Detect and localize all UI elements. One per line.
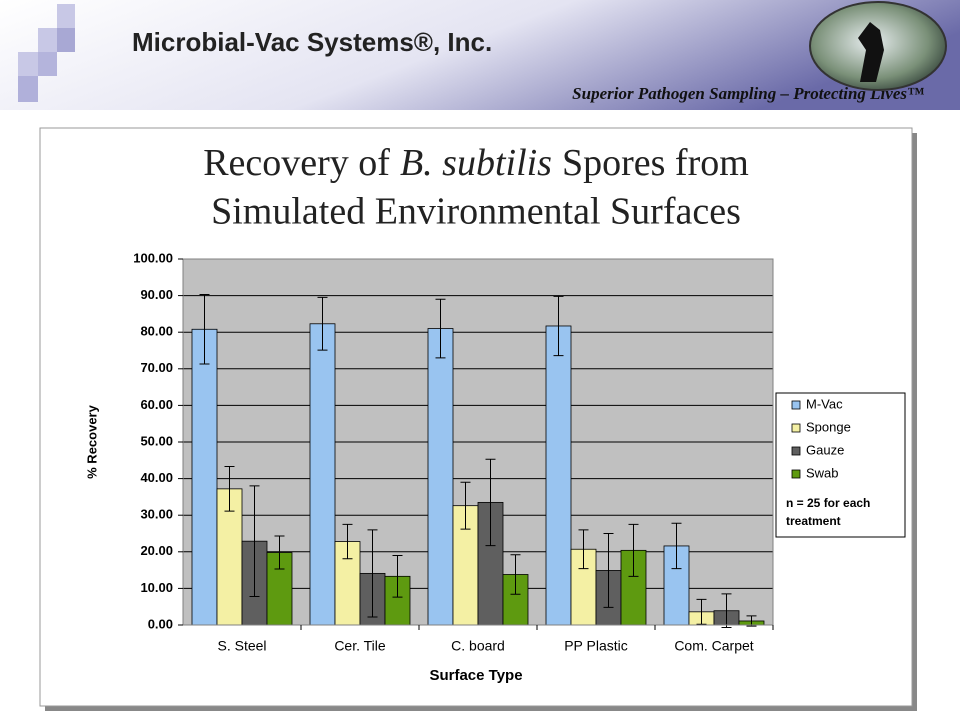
error-bar xyxy=(696,598,707,625)
y-tick-label: 20.00 xyxy=(140,543,173,558)
legend-swatch xyxy=(791,446,801,456)
x-tick-label: Cer. Tile xyxy=(334,638,386,654)
error-bar xyxy=(553,295,564,357)
legend-swatch xyxy=(791,469,801,479)
y-tick-label: 0.00 xyxy=(148,616,173,631)
bar xyxy=(309,323,336,626)
error-bar xyxy=(199,294,210,365)
error-bar xyxy=(628,523,639,577)
company-name: Microbial-Vac Systems®, Inc. xyxy=(132,27,492,57)
error-bar xyxy=(367,529,378,618)
logo-figure xyxy=(858,22,884,82)
legend-swatch xyxy=(791,423,801,433)
y-tick-label: 60.00 xyxy=(140,397,173,412)
y-tick-label: 70.00 xyxy=(140,360,173,375)
x-tick-label: PP Plastic xyxy=(564,638,628,654)
title-part: Spores from xyxy=(562,142,749,184)
error-bar xyxy=(671,522,682,570)
annotation: n = 25 for each xyxy=(786,496,870,510)
title-part: B. subtilis xyxy=(400,142,552,184)
error-bar xyxy=(578,529,589,570)
x-tick-label: Com. Carpet xyxy=(674,638,753,654)
legend-label: Sponge xyxy=(806,419,851,434)
y-tick-label: 30.00 xyxy=(140,507,173,522)
tagline: Superior Pathogen Sampling – Protecting … xyxy=(572,84,924,103)
header-band xyxy=(0,0,960,110)
error-bar xyxy=(603,533,614,608)
y-tick-label: 100.00 xyxy=(133,250,173,265)
error-bar xyxy=(510,554,521,595)
error-bar xyxy=(249,485,260,597)
y-tick-label: 50.00 xyxy=(140,433,173,448)
title: Recovery of B. subtilis Spores from Simula… xyxy=(203,142,749,233)
bar xyxy=(545,325,572,626)
error-bar xyxy=(224,466,235,512)
error-bar xyxy=(435,298,446,359)
x-axis-label: Surface Type xyxy=(429,667,522,684)
error-bar xyxy=(274,535,285,570)
error-bar xyxy=(721,593,732,629)
bar xyxy=(427,328,454,626)
legend-swatch xyxy=(791,400,801,410)
title-line1: Recovery of B. subtilis Spores from xyxy=(203,142,749,184)
x-tick-label: C. board xyxy=(451,638,505,654)
y-axis-label: % Recovery xyxy=(84,404,99,478)
error-bar xyxy=(485,458,496,547)
y-tick-label: 80.00 xyxy=(140,324,173,339)
annotation: treatment xyxy=(786,514,841,528)
legend-box xyxy=(775,392,906,538)
y-tick-label: 40.00 xyxy=(140,470,173,485)
error-bar xyxy=(317,296,328,351)
y-tick-label: 90.00 xyxy=(140,287,173,302)
error-bar xyxy=(746,615,757,627)
legend-label: M-Vac xyxy=(806,396,843,411)
pixel-decoration xyxy=(18,4,75,102)
error-bar xyxy=(392,554,403,598)
error-bar xyxy=(342,523,353,560)
bar xyxy=(191,328,218,626)
title-line2: Simulated Environmental Surfaces xyxy=(211,191,741,233)
error-bar xyxy=(460,481,471,530)
y-tick-label: 10.00 xyxy=(140,580,173,595)
x-tick-label: S. Steel xyxy=(217,638,266,654)
legend-label: Gauze xyxy=(806,442,844,457)
title-part: Recovery of xyxy=(203,142,390,184)
legend-label: Swab xyxy=(806,465,839,480)
